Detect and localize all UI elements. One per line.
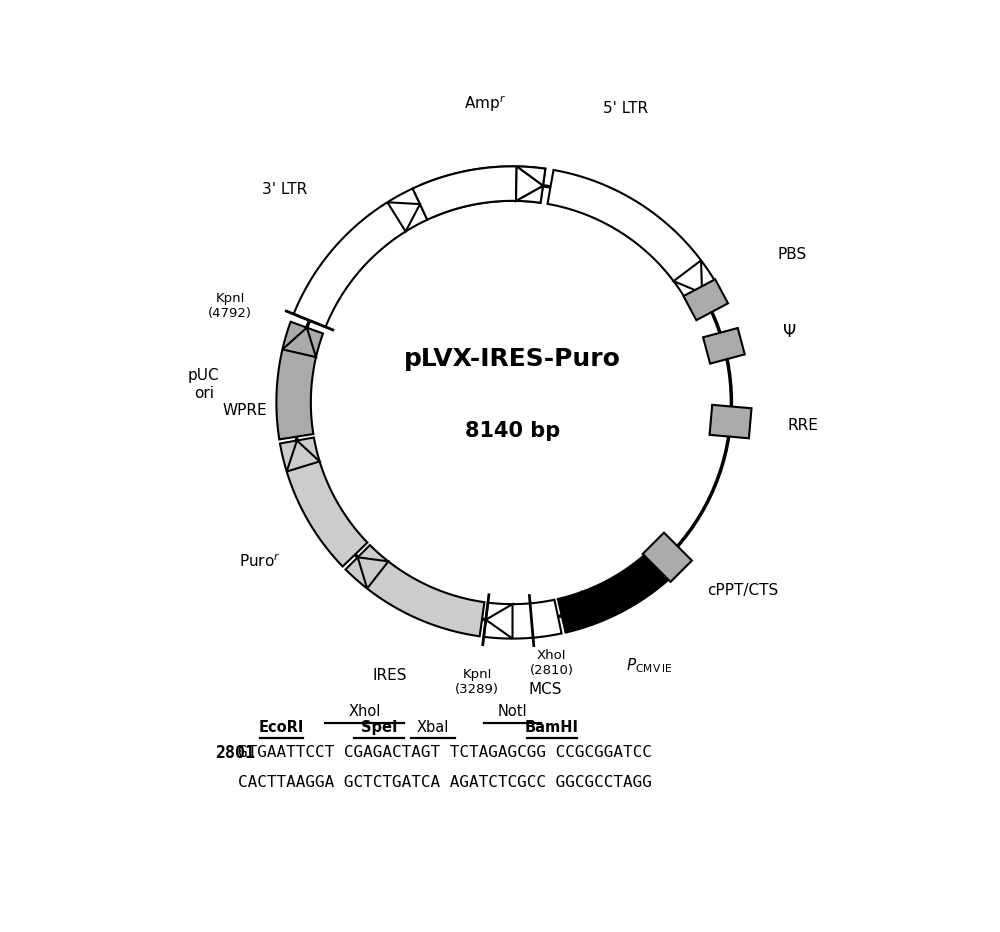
- Polygon shape: [276, 322, 323, 439]
- Text: RRE: RRE: [788, 418, 819, 433]
- Text: KpnI
(3289): KpnI (3289): [455, 668, 499, 696]
- Polygon shape: [346, 545, 484, 637]
- Text: EcoRI: EcoRI: [259, 720, 304, 734]
- Text: XbaI: XbaI: [417, 720, 449, 734]
- Polygon shape: [387, 202, 420, 231]
- Text: GTGAATTCCT CGAGACTAGT TCTAGAGCGG CCGCGGATCC: GTGAATTCCT CGAGACTAGT TCTAGAGCGG CCGCGGA…: [238, 746, 652, 761]
- Polygon shape: [516, 167, 543, 201]
- Text: SpeI: SpeI: [361, 720, 397, 734]
- Text: IRES: IRES: [373, 668, 407, 683]
- Text: PBS: PBS: [777, 247, 806, 262]
- Polygon shape: [548, 170, 717, 302]
- Text: Amp$^r$: Amp$^r$: [464, 93, 506, 114]
- Text: 8140 bp: 8140 bp: [465, 421, 560, 441]
- Polygon shape: [287, 441, 320, 472]
- Polygon shape: [562, 592, 593, 624]
- Polygon shape: [703, 328, 745, 363]
- Text: 5' LTR: 5' LTR: [603, 102, 648, 116]
- Text: XhoI: XhoI: [348, 704, 381, 719]
- Polygon shape: [710, 404, 752, 438]
- Text: CACTTAAGGA GCTCTGATCA AGATCTCGCC GGCGCCTAGG: CACTTAAGGA GCTCTGATCA AGATCTCGCC GGCGCCT…: [238, 775, 652, 790]
- Polygon shape: [282, 328, 316, 357]
- Text: NotI: NotI: [498, 704, 527, 719]
- Text: BamHI: BamHI: [525, 720, 579, 734]
- Polygon shape: [294, 188, 427, 327]
- Polygon shape: [280, 437, 367, 567]
- Polygon shape: [358, 557, 388, 588]
- Text: Ψ: Ψ: [783, 322, 796, 341]
- Text: Puro$^r$: Puro$^r$: [239, 553, 281, 570]
- Polygon shape: [486, 604, 513, 638]
- Text: MCS: MCS: [529, 682, 562, 697]
- Polygon shape: [674, 260, 702, 293]
- Polygon shape: [484, 599, 562, 638]
- Text: WPRE: WPRE: [223, 403, 267, 418]
- Polygon shape: [643, 533, 692, 582]
- Polygon shape: [558, 553, 670, 633]
- Text: $\it{P}$$_{\mathregular{CMV\,IE}}$: $\it{P}$$_{\mathregular{CMV\,IE}}$: [626, 656, 672, 675]
- Text: 3' LTR: 3' LTR: [262, 183, 307, 198]
- Polygon shape: [516, 167, 543, 201]
- Text: pLVX-IRES-Puro: pLVX-IRES-Puro: [404, 348, 621, 372]
- Text: 2801: 2801: [215, 744, 255, 761]
- Text: XhoI
(2810): XhoI (2810): [530, 649, 574, 678]
- Text: cPPT/CTS: cPPT/CTS: [707, 582, 779, 597]
- Text: pUC
ori: pUC ori: [188, 368, 220, 401]
- Polygon shape: [413, 167, 545, 220]
- Polygon shape: [420, 167, 545, 217]
- Polygon shape: [684, 280, 728, 321]
- Text: KpnI
(4792): KpnI (4792): [208, 292, 252, 320]
